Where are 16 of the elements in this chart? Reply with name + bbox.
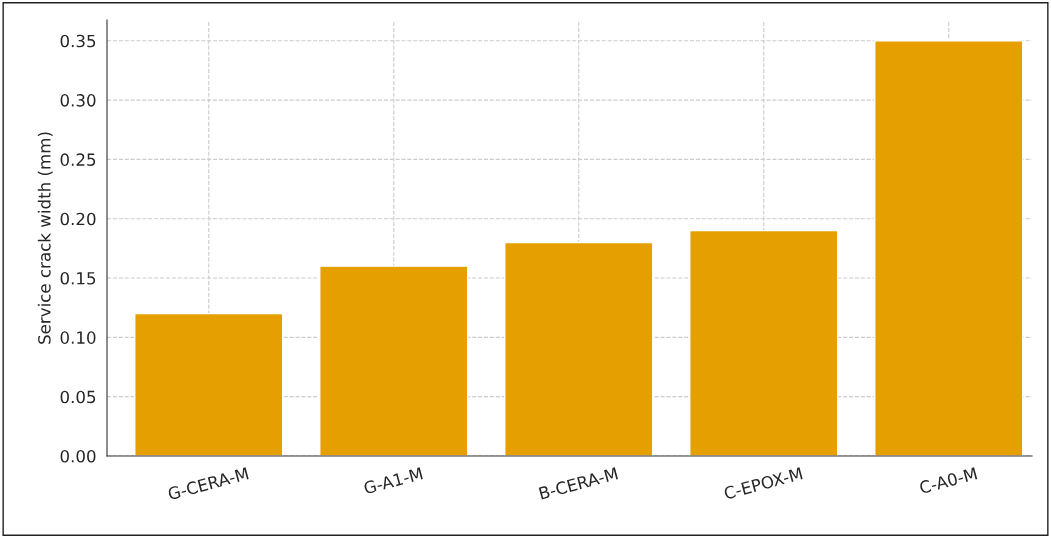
- y-tick-label: 0.05: [60, 390, 96, 404]
- x-tick-label: C-A0-M: [918, 467, 978, 495]
- y-tick-label: 0.15: [60, 272, 96, 285]
- bar: [689, 229, 839, 456]
- x-tick-label: G-A1-M: [363, 467, 423, 495]
- y-tick-label: 0.25: [60, 153, 96, 166]
- y-tick-label: 0.35: [60, 34, 96, 48]
- bar: [319, 265, 469, 456]
- bar: [134, 312, 284, 456]
- y-tick-label: 0.30: [60, 94, 96, 107]
- y-tick-label: 0.00: [60, 449, 96, 463]
- y-tick-label: 0.10: [60, 331, 96, 344]
- y-tick-label: 0.20: [60, 212, 96, 226]
- bar: [504, 241, 654, 456]
- bar: [874, 40, 1024, 456]
- y-axis-title: Service crack width (mm): [37, 132, 53, 344]
